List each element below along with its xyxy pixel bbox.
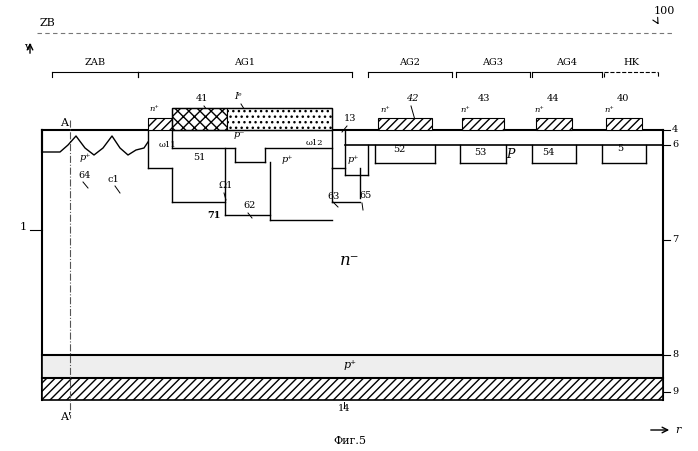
Text: P: P	[506, 148, 514, 161]
Text: 52: 52	[393, 145, 406, 154]
Text: p⁺: p⁺	[282, 155, 293, 164]
Text: r: r	[675, 425, 681, 435]
Text: Iᵉ: Iᵉ	[234, 92, 242, 101]
Bar	[148, 118, 172, 130]
Text: 63: 63	[327, 192, 339, 201]
Text: 44: 44	[547, 94, 560, 103]
Text: A': A'	[60, 412, 71, 422]
Text: n⁺: n⁺	[460, 106, 470, 114]
Bar	[462, 118, 504, 130]
Text: 62: 62	[243, 201, 255, 210]
Text: 42: 42	[406, 94, 419, 103]
Text: ω11: ω11	[159, 141, 177, 149]
Text: 4: 4	[672, 125, 678, 134]
Text: Фиг.5: Фиг.5	[334, 436, 366, 446]
Text: ZB: ZB	[40, 18, 56, 28]
Text: 53: 53	[474, 148, 487, 157]
Text: 54: 54	[542, 148, 554, 157]
Text: 100: 100	[654, 6, 676, 16]
Bar	[172, 108, 227, 130]
Bar	[42, 355, 663, 378]
Bar	[172, 108, 332, 130]
Text: AG4: AG4	[556, 58, 577, 67]
Text: 64: 64	[78, 171, 90, 180]
Bar	[536, 118, 572, 130]
Text: 41: 41	[196, 94, 209, 103]
Text: n⁺: n⁺	[380, 106, 389, 114]
Text: AG3: AG3	[482, 58, 503, 67]
Bar	[606, 118, 642, 130]
Text: 43: 43	[478, 94, 491, 103]
Bar	[378, 118, 432, 130]
Text: 1: 1	[20, 222, 27, 232]
Text: 40: 40	[617, 94, 630, 103]
Bar	[42, 378, 663, 400]
Text: p⁺: p⁺	[343, 360, 357, 371]
Text: HK: HK	[623, 58, 639, 67]
Bar	[227, 108, 332, 130]
Text: 71: 71	[207, 211, 221, 220]
Text: p⁻: p⁻	[234, 130, 246, 139]
Text: Ω1: Ω1	[218, 181, 232, 190]
Text: p⁺: p⁺	[348, 155, 359, 164]
Text: 5: 5	[617, 144, 623, 153]
Text: n⁺: n⁺	[534, 106, 544, 114]
Text: p⁺: p⁺	[80, 153, 91, 162]
Text: AG2: AG2	[399, 58, 420, 67]
Text: n⁺: n⁺	[604, 106, 614, 114]
Text: 7: 7	[672, 235, 678, 244]
Text: 9: 9	[672, 387, 678, 396]
Text: ZAB: ZAB	[84, 58, 105, 67]
Text: A: A	[60, 118, 68, 128]
Text: 65: 65	[359, 191, 371, 200]
Text: c1: c1	[108, 175, 120, 184]
Text: v: v	[24, 42, 30, 52]
Text: 13: 13	[344, 114, 357, 123]
Text: 51: 51	[193, 153, 205, 162]
Text: n⁻: n⁻	[340, 252, 359, 269]
Text: 6: 6	[672, 140, 678, 149]
Text: ω12: ω12	[306, 139, 323, 147]
Text: 14: 14	[338, 404, 350, 413]
Text: 8: 8	[672, 350, 678, 359]
Text: n⁺: n⁺	[149, 105, 158, 113]
Text: AG1: AG1	[235, 58, 255, 67]
